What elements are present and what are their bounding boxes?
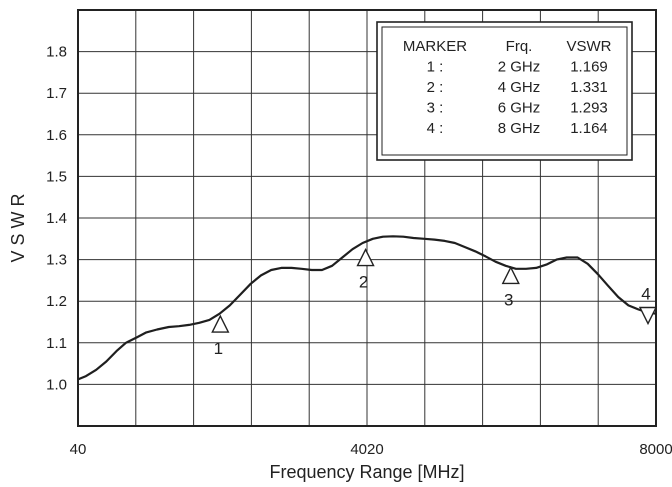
legend-cell: 2 : xyxy=(427,79,444,96)
legend-cell: 4 : xyxy=(427,120,444,137)
marker-1-label: 1 xyxy=(214,339,223,358)
y-tick-label: 1.7 xyxy=(46,85,67,102)
y-tick-label: 1.4 xyxy=(46,210,67,227)
legend-cell: 6 GHz xyxy=(498,100,541,117)
marker-2-label: 2 xyxy=(359,273,368,292)
y-tick-label: 1.2 xyxy=(46,293,67,310)
marker-1-triangle xyxy=(211,314,230,333)
x-axis-title: Frequency Range [MHz] xyxy=(269,462,464,482)
y-tick-label: 1.1 xyxy=(46,335,67,352)
marker-4-label: 4 xyxy=(641,285,650,304)
marker-3-label: 3 xyxy=(504,290,513,309)
legend-box xyxy=(376,21,633,161)
legend-header-cell: MARKER xyxy=(403,38,467,55)
marker-3-triangle xyxy=(501,265,520,285)
y-tick-labels: 1.0 1.1 1.2 1.3 1.4 1.5 1.6 1.7 1.8 xyxy=(46,44,67,394)
legend-cell: 8 GHz xyxy=(498,120,541,137)
y-axis-title: V S W R xyxy=(8,193,28,262)
y-tick-label: 1.3 xyxy=(46,252,67,269)
x-tick-label: 4020 xyxy=(350,441,383,458)
marker-4-triangle xyxy=(638,306,658,326)
legend-cell: 4 GHz xyxy=(498,79,541,96)
legend-inner-border xyxy=(381,26,628,156)
y-tick-label: 1.6 xyxy=(46,127,67,144)
legend-cell: 2 GHz xyxy=(498,59,541,76)
x-tick-labels: 40 4020 8000 xyxy=(70,441,672,458)
marker-2-triangle xyxy=(356,247,375,267)
x-tick-label: 8000 xyxy=(639,441,672,458)
marker-group: 1 2 3 4 xyxy=(211,247,658,358)
legend-cell: 3 : xyxy=(427,100,444,117)
y-tick-label: 1.8 xyxy=(46,44,67,61)
y-tick-label: 1.5 xyxy=(46,168,67,185)
legend-cell: 1.164 xyxy=(570,120,608,137)
legend-cell: 1.293 xyxy=(570,100,608,117)
marker-legend-table: MARKER Frq. VSWR 1 : 2 GHz 1.169 2 : 4 GHz 1.331… xyxy=(376,21,633,161)
legend-header-cell: VSWR xyxy=(567,38,612,55)
legend-header-cell: Frq. xyxy=(506,38,533,55)
legend-cell: 1.169 xyxy=(570,59,608,76)
vswr-series-line xyxy=(77,235,657,381)
legend-cell: 1.331 xyxy=(570,79,608,96)
x-tick-label: 40 xyxy=(70,441,87,458)
legend-cell: 1 : xyxy=(427,59,444,76)
y-tick-label: 1.0 xyxy=(46,376,67,393)
plot-frame xyxy=(77,9,657,427)
